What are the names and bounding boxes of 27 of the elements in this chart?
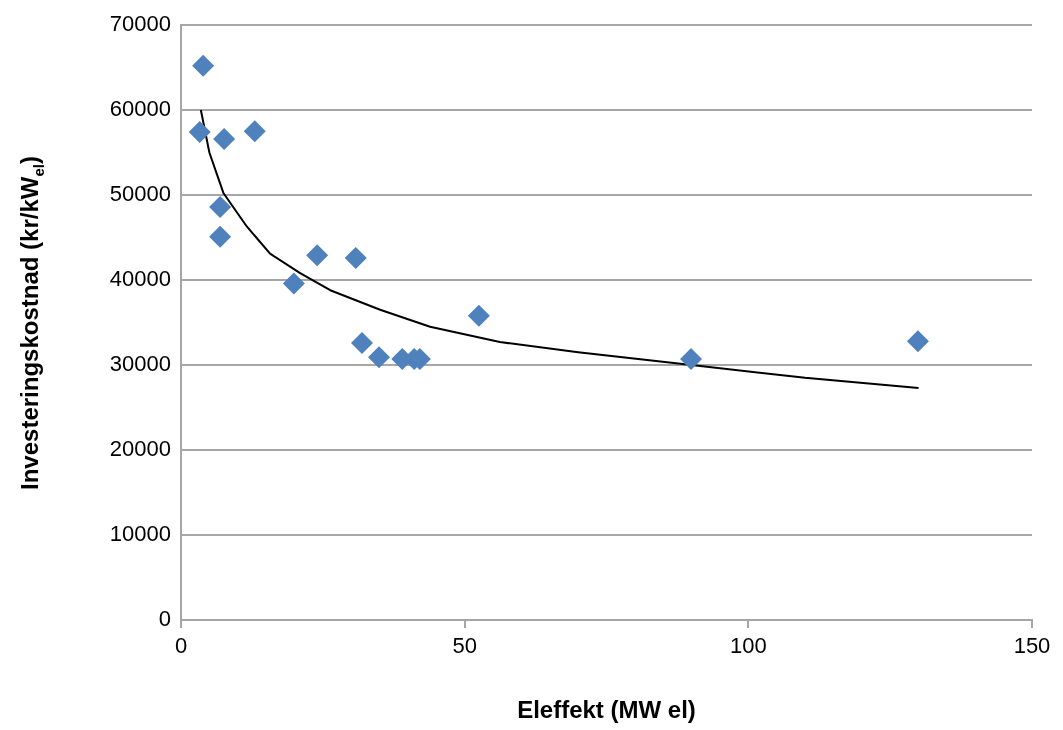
- point: [243, 120, 266, 143]
- point: [188, 121, 211, 144]
- y-tick-label: 60000: [109, 96, 171, 122]
- point: [680, 348, 703, 371]
- y-tick-label: 40000: [109, 266, 171, 292]
- point: [906, 330, 929, 353]
- x-axis-title: Eleffekt (MW el): [517, 696, 696, 724]
- x-tick-label: 150: [1013, 633, 1051, 659]
- point: [209, 225, 232, 248]
- y-tick-label: 20000: [109, 436, 171, 462]
- point: [350, 331, 373, 354]
- point: [306, 244, 329, 267]
- point: [192, 54, 215, 77]
- y-tick-label: 30000: [109, 351, 171, 377]
- x-tick-label: 50: [452, 633, 477, 659]
- point: [213, 127, 236, 150]
- point: [209, 195, 232, 218]
- point: [368, 346, 390, 369]
- y-tick-label: 70000: [109, 11, 171, 37]
- point: [282, 272, 305, 295]
- x-tick-label: 100: [729, 633, 767, 659]
- y-tick-label: 0: [158, 606, 171, 632]
- y-tick-label: 50000: [109, 181, 171, 207]
- point: [467, 304, 490, 327]
- x-tick-label: 0: [174, 633, 188, 659]
- y-tick-label: 10000: [109, 521, 171, 547]
- point: [344, 246, 367, 269]
